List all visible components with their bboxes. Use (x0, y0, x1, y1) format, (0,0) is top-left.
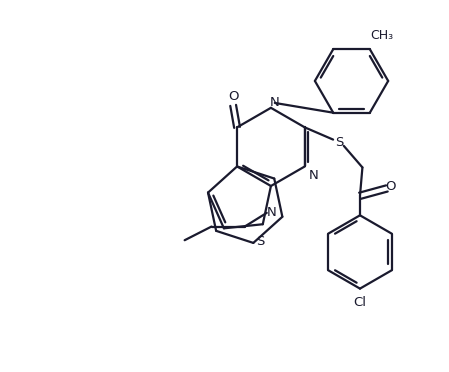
Text: S: S (256, 235, 264, 248)
Text: S: S (335, 135, 343, 148)
Text: O: O (228, 90, 238, 103)
Text: N: N (270, 96, 280, 109)
Text: O: O (386, 180, 396, 192)
Text: CH₃: CH₃ (370, 29, 394, 42)
Text: N: N (308, 169, 318, 182)
Text: N: N (267, 206, 277, 219)
Text: Cl: Cl (353, 296, 366, 309)
